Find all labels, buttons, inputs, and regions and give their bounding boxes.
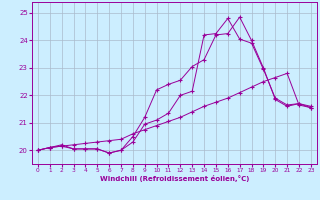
X-axis label: Windchill (Refroidissement éolien,°C): Windchill (Refroidissement éolien,°C) xyxy=(100,175,249,182)
